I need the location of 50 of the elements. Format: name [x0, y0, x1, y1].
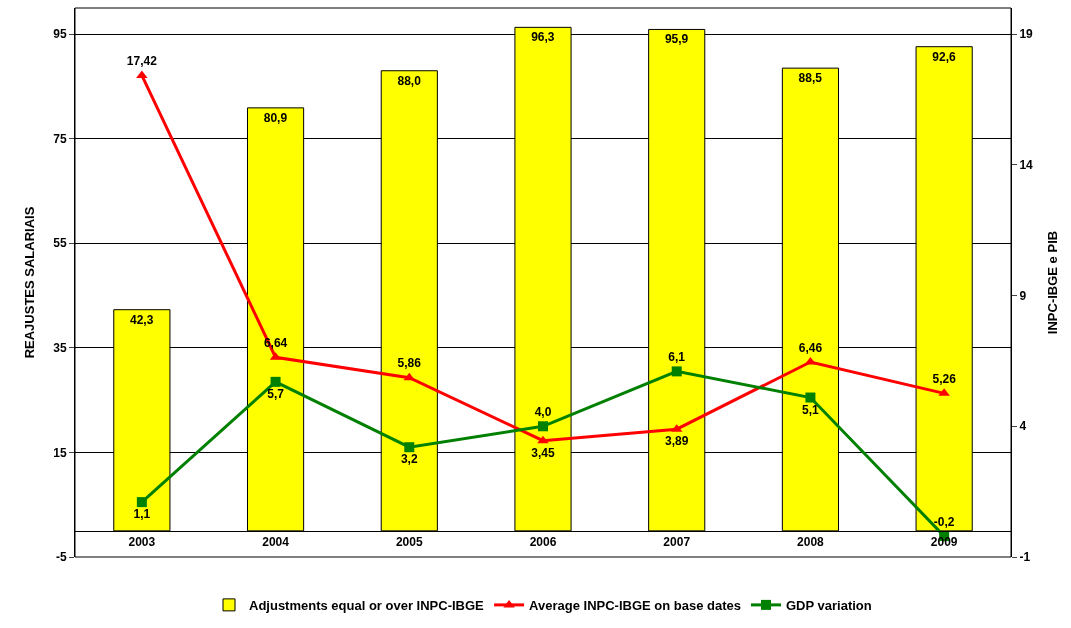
x-tick-label: 2004 — [262, 535, 290, 550]
point — [404, 442, 415, 453]
legend-label: Adjustments equal or over INPC-IBGE — [249, 597, 485, 613]
data-label: 5,1 — [802, 402, 820, 417]
data-label: 92,6 — [932, 49, 956, 64]
x-tick-label: 2005 — [395, 535, 423, 550]
y2-axis-title: INPC-IBGE e PIB — [1044, 230, 1060, 335]
x-tick-label: 2008 — [797, 535, 825, 550]
x-tick-label: 2003 — [128, 535, 156, 550]
point — [136, 497, 147, 508]
y-axis-title: REAJUSTES SALARIAIS — [22, 206, 38, 359]
y-tick-label: 95 — [53, 27, 67, 42]
data-label: 4,0 — [534, 405, 552, 420]
point — [671, 366, 682, 377]
y-tick-label: -5 — [55, 550, 67, 565]
data-label: 42,3 — [130, 312, 154, 327]
point — [538, 421, 548, 432]
y2-tick-label: -1 — [1019, 550, 1031, 565]
y-tick-label: 35 — [53, 341, 67, 356]
legend-label: Average INPC-IBGE on base dates — [529, 597, 742, 613]
x-tick-label: 2007 — [663, 535, 691, 550]
y2-tick-label: 19 — [1019, 27, 1034, 42]
y-tick-label: 15 — [53, 445, 67, 460]
x-tick-label: 2006 — [529, 535, 557, 550]
data-label: 3,2 — [400, 452, 418, 467]
y-tick-label: 55 — [53, 236, 67, 251]
data-label: 3,45 — [531, 445, 555, 460]
data-label: 95,9 — [664, 32, 689, 47]
y-tick-label: 75 — [53, 131, 67, 146]
y2-tick-label: 9 — [1019, 288, 1027, 303]
point — [805, 392, 816, 403]
data-label: 6,1 — [668, 350, 686, 365]
y2-tick-label: 14 — [1019, 158, 1034, 173]
data-label: 5,7 — [267, 387, 285, 402]
data-label: 96,3 — [531, 30, 555, 45]
point — [270, 376, 281, 387]
data-label: 17,42 — [126, 54, 158, 69]
y2-tick-label: 4 — [1019, 419, 1027, 434]
data-label: 1,1 — [133, 507, 151, 522]
legend-label: GDP variation — [786, 597, 872, 613]
x-tick-label: 2009 — [930, 535, 958, 550]
data-label: 5,26 — [932, 372, 957, 387]
data-label: 80,9 — [263, 110, 288, 125]
point — [537, 435, 549, 444]
data-label: 5,86 — [397, 356, 422, 371]
data-label: 88,0 — [397, 73, 422, 88]
data-label: 3,89 — [665, 434, 689, 449]
data-label: -0,2 — [933, 514, 955, 529]
data-label: 88,5 — [798, 71, 823, 86]
data-label: 6,46 — [798, 340, 823, 355]
